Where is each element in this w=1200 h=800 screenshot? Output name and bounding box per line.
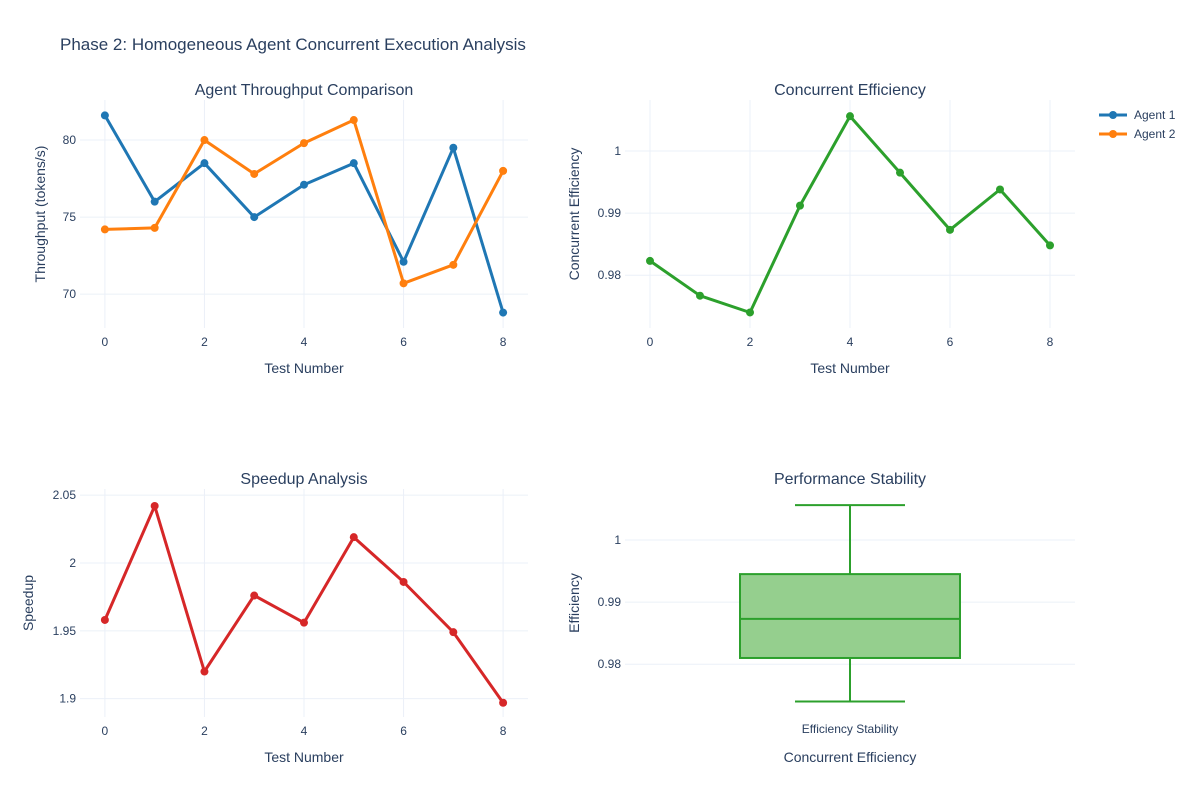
data-point [646, 256, 654, 265]
x-tick-label: 4 [847, 335, 854, 349]
x-tick-label: 4 [301, 335, 308, 349]
data-point [1046, 241, 1054, 250]
y-tick-label: 1.9 [59, 692, 76, 706]
data-point [499, 698, 508, 707]
x-tick-label: 8 [500, 724, 507, 738]
x-category-label: Efficiency Stability [802, 722, 899, 736]
x-tick-label: 2 [201, 724, 208, 738]
x-tick-label: 8 [1047, 335, 1054, 349]
y-axis-title: Efficiency [566, 573, 582, 633]
data-point [349, 533, 358, 542]
legend-marker [1109, 111, 1117, 119]
y-tick-label: 2 [69, 556, 76, 570]
data-point [300, 139, 308, 148]
throughput-panel: Agent Throughput Comparison 70 75 80 0 2 4 6 8 Te… [32, 82, 528, 376]
data-point [499, 308, 508, 317]
data-point [200, 159, 209, 168]
y-tick-label: 0.98 [598, 268, 622, 282]
data-point [349, 159, 358, 168]
x-axis-title: Test Number [810, 360, 890, 376]
data-point [696, 291, 704, 300]
y-tick-label: 1.95 [53, 624, 77, 638]
data-point [499, 166, 508, 175]
subplot-title: Agent Throughput Comparison [195, 82, 414, 99]
x-tick-label: 0 [102, 724, 109, 738]
data-point [896, 168, 904, 177]
data-point [399, 279, 408, 288]
y-tick-label: 1 [614, 533, 621, 547]
y-tick-label: 70 [63, 287, 77, 301]
y-axis-title: Speedup [20, 575, 36, 631]
data-point [349, 116, 358, 125]
data-point [846, 112, 854, 121]
y-axis-title: Concurrent Efficiency [566, 148, 582, 281]
data-point [200, 136, 209, 145]
y-tick-label: 0.98 [598, 657, 622, 671]
data-point [946, 225, 954, 234]
x-tick-label: 2 [201, 335, 208, 349]
x-tick-label: 6 [400, 335, 407, 349]
efficiency-panel: Concurrent Efficiency 0.98 0.99 1 0 2 4 6 8 Test … [566, 82, 1075, 376]
data-point [796, 201, 804, 210]
subplot-title: Performance Stability [774, 471, 926, 488]
data-point [449, 628, 458, 637]
x-tick-label: 0 [647, 335, 654, 349]
data-point [449, 260, 458, 269]
data-point [150, 501, 159, 510]
x-tick-label: 0 [102, 335, 109, 349]
data-point [100, 111, 109, 120]
y-tick-label: 80 [63, 133, 77, 147]
subplot-title: Concurrent Efficiency [774, 82, 926, 99]
data-point [399, 577, 408, 586]
data-point [150, 197, 159, 206]
x-tick-label: 4 [301, 724, 308, 738]
legend-label: Agent 1 [1134, 108, 1176, 122]
data-point [100, 225, 109, 234]
data-point [746, 308, 754, 317]
data-point [399, 257, 408, 266]
x-tick-label: 6 [400, 724, 407, 738]
legend-item-agent-2[interactable]: Agent 2 [1099, 127, 1176, 141]
figure-title: Phase 2: Homogeneous Agent Concurrent Ex… [60, 35, 526, 54]
data-point [449, 143, 458, 152]
data-point [250, 213, 259, 222]
y-tick-label: 0.99 [598, 206, 622, 220]
legend-label: Agent 2 [1134, 127, 1176, 141]
legend-marker [1109, 130, 1117, 138]
y-tick-label: 75 [63, 210, 77, 224]
x-axis-title: Test Number [264, 360, 344, 376]
x-tick-label: 8 [500, 335, 507, 349]
data-point [150, 223, 159, 232]
data-point [250, 591, 259, 600]
data-point [996, 185, 1004, 194]
y-tick-label: 1 [614, 144, 621, 158]
legend[interactable]: Agent 1 Agent 2 [1099, 108, 1176, 141]
data-point [100, 615, 109, 624]
speedup-panel: Speedup Analysis 1.9 1.95 2 2.05 0 2 4 6 8 Test Nu… [20, 471, 528, 765]
x-axis-title: Concurrent Efficiency [784, 749, 917, 765]
data-point [300, 180, 308, 189]
iqr-box [739, 573, 961, 659]
legend-item-agent-1[interactable]: Agent 1 [1099, 108, 1176, 122]
y-tick-label: 2.05 [53, 488, 77, 502]
subplot-title: Speedup Analysis [240, 471, 367, 488]
y-tick-label: 0.99 [598, 595, 622, 609]
stability-panel: Performance Stability 0.98 0.99 1 Efficiency… [566, 471, 1075, 765]
x-tick-label: 2 [747, 335, 754, 349]
data-point [250, 169, 259, 178]
data-point [300, 618, 308, 627]
y-axis-title: Throughput (tokens/s) [32, 146, 48, 283]
x-axis-title: Test Number [264, 749, 344, 765]
x-tick-label: 6 [947, 335, 954, 349]
data-point [200, 667, 209, 676]
